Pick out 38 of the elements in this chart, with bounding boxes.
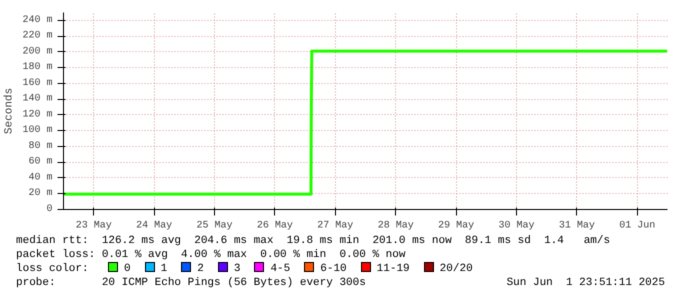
legend-label: 6-10: [320, 263, 347, 275]
legend-label: 0: [124, 263, 131, 275]
y-tick-label: 200 m: [22, 46, 53, 58]
y-tick-label: 60 m: [28, 156, 53, 168]
x-tick-label: 31 May: [558, 220, 595, 232]
legend-title: loss color:: [16, 262, 90, 276]
y-tick-label: 100 m: [22, 125, 53, 136]
y-tick-label: 140 m: [22, 94, 53, 105]
y-tick-label: 80 m: [28, 140, 53, 152]
y-tick-label: 120 m: [22, 109, 53, 120]
x-tick-label: 30 May: [498, 220, 535, 232]
x-tick-label: 26 May: [256, 220, 293, 232]
legend-label: 4-5: [270, 263, 290, 275]
text: packet loss: 0.01 % avg 4.00 % max 0.00 % min 0.00 % now: [16, 248, 406, 262]
y-tick-label: 40 m: [28, 172, 53, 184]
text: probe: 20 ICMP Echo Pings (56 Bytes) every 300s: [16, 276, 366, 290]
y-tick-label: 160 m: [22, 78, 53, 89]
y-tick-label: 0: [46, 204, 53, 215]
x-tick-label: 23 May: [76, 220, 112, 232]
line-series: [64, 50, 668, 196]
x-tick-label: 28 May: [378, 220, 414, 232]
y-axis-title: Seconds: [3, 88, 16, 134]
x-tick-label: 29 May: [438, 220, 474, 232]
y-tick-label: 180 m: [22, 62, 53, 74]
legend-label: 11-19: [376, 263, 410, 275]
y-tick-label: 240 m: [22, 14, 53, 26]
legend-label: 2: [197, 263, 204, 275]
legend-label: 1: [160, 263, 168, 275]
legend-label: 3: [234, 263, 240, 275]
x-tick-label: 24 May: [136, 220, 172, 232]
x-tick-label: 25 May: [196, 220, 233, 232]
x-tick-label: 27 May: [317, 220, 354, 232]
legend-label: 20/20: [440, 263, 473, 275]
text: Sun Jun 1 23:51:11 2025: [506, 276, 665, 290]
x-tick-label: 01 Jun: [619, 220, 656, 232]
text: median rtt: 126.2 ms avg 204.6 ms max 19.8 ms min 201.0 ms now 89.1 ms sd 1.4 am/s: [16, 234, 612, 248]
y-tick-label: 220 m: [22, 30, 53, 42]
y-tick-label: 20 m: [28, 188, 53, 200]
